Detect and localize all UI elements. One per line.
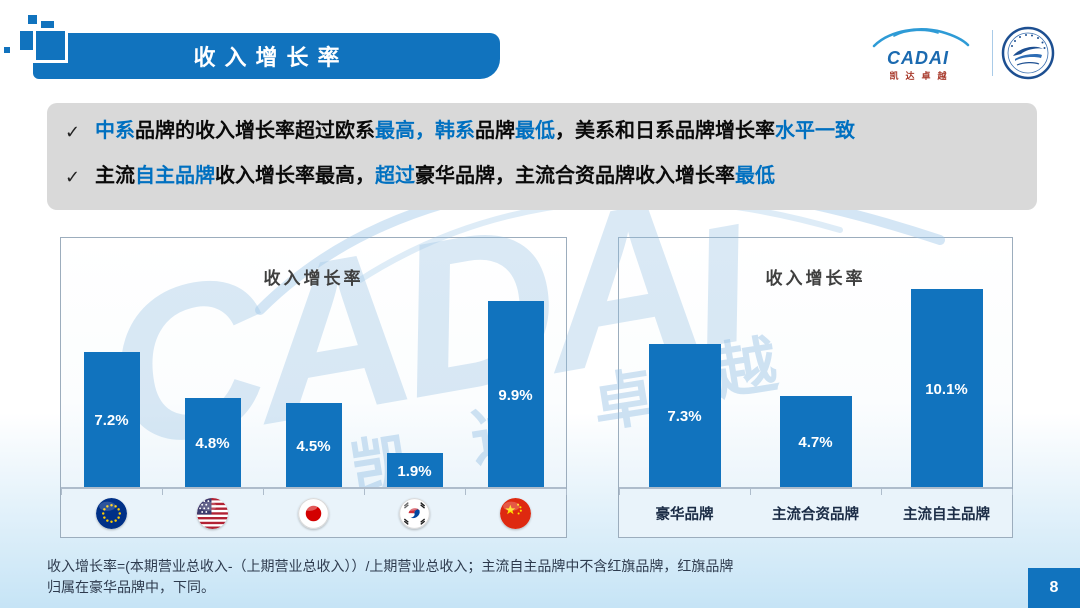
bar-value-label: 4.7%	[798, 434, 833, 451]
bar-China[interactable]: 9.9%	[487, 301, 544, 489]
category-cell	[162, 497, 263, 529]
bar-value-label: 1.9%	[397, 462, 432, 480]
slide-title: 收入增长率	[193, 45, 349, 70]
bullet-text-segment: 中系	[95, 120, 135, 142]
axis-tick	[61, 489, 62, 495]
association-emblem-icon	[1001, 26, 1055, 80]
japan-flag-icon	[298, 497, 329, 529]
us-flag-icon	[197, 497, 228, 529]
bars: 7.2% 4.8% 4.5% 1.9% 9.9%	[61, 277, 566, 489]
bars: 7.3% 4.7% 10.1%	[619, 277, 1012, 489]
bar-column: 9.9%	[465, 277, 566, 489]
bar-主流自主品牌[interactable]: 10.1%	[910, 289, 983, 489]
category-strip	[61, 489, 566, 537]
category-cell	[61, 497, 162, 529]
car-silhouette-icon	[872, 28, 970, 48]
slide-title-banner: 收入增长率	[33, 33, 500, 79]
bar-value-label: 9.9%	[498, 386, 533, 404]
bullet-text-segment: 品牌	[475, 120, 515, 142]
category-label: 主流合资品牌	[772, 506, 859, 523]
axis-tick	[364, 489, 365, 495]
deco-square	[28, 15, 37, 24]
bar-value-label: 4.8%	[195, 435, 230, 452]
brand-subtitle: 凯达卓越	[889, 71, 954, 81]
brand-name: CADAI	[887, 48, 949, 68]
category-labels: 豪华品牌 主流合资品牌 主流自主品牌	[619, 489, 1012, 537]
bar-value-label: 10.1%	[925, 380, 968, 398]
chart-panel-by-origin: 收入增长率 7.2% 4.8% 4.5% 1.9% 9.9%	[60, 237, 567, 538]
category-strip	[619, 489, 1012, 537]
bar-US[interactable]: 4.8%	[184, 398, 241, 489]
check-icon: ✓	[65, 167, 81, 187]
bar-豪华品牌[interactable]: 7.3%	[648, 344, 721, 489]
x-axis-line	[61, 487, 566, 489]
bullet-text-segment: 最低	[735, 165, 775, 187]
bullet-text-segment: 最高，韩系	[375, 120, 475, 142]
chart-title: 收入增长率	[765, 269, 866, 288]
bullet-text-segment: 豪华品牌，主流合资品牌收入增长率	[415, 165, 735, 187]
axis-ticks	[61, 489, 567, 495]
category-cell	[364, 497, 465, 529]
bar-Korea[interactable]: 1.9%	[386, 453, 443, 489]
bullet-item: ✓ 中系 品牌的收入增长率超过欧系 最高，韩系 品牌 最低 ，美系和日系品牌增长率 水平一致	[65, 118, 1037, 145]
bar-column: 4.5%	[263, 277, 364, 489]
deco-square	[33, 28, 68, 63]
bullet-text-segment: 超过	[375, 165, 415, 187]
check-icon: ✓	[65, 122, 81, 142]
bar-column: 1.9%	[364, 277, 465, 489]
korea-flag-icon	[399, 497, 430, 529]
bar-column: 7.3%	[619, 277, 750, 489]
bullet-text-segment: 自主品牌	[135, 165, 215, 187]
page-number-badge: 8	[1028, 568, 1080, 608]
bar-EU[interactable]: 7.2%	[83, 352, 140, 489]
bullet-item: ✓ 主流 自主品牌 收入增长率最高， 超过 豪华品牌，主流合资品牌收入增长率 最低	[65, 163, 1037, 190]
summary-box: ✓ 中系 品牌的收入增长率超过欧系 最高，韩系 品牌 最低 ，美系和日系品牌增长率 水平一致…	[47, 103, 1037, 210]
bar-column: 7.2%	[61, 277, 162, 489]
bar-Japan[interactable]: 4.5%	[285, 403, 342, 489]
axis-ticks	[619, 489, 1013, 495]
bullet-text-segment: 主流	[95, 165, 135, 187]
bullet-text-segment: 收入增长率最高，	[215, 165, 375, 187]
bullet-text-segment: 水平一致	[775, 120, 855, 142]
eu-flag-icon	[96, 497, 127, 529]
category-label: 豪华品牌	[655, 506, 714, 523]
logo-area: CADAI 凯达卓越	[866, 20, 1066, 86]
axis-tick	[566, 489, 567, 495]
page-number: 8	[1049, 579, 1059, 596]
bar-column: 10.1%	[881, 277, 1012, 489]
axis-tick	[162, 489, 163, 495]
axis-tick	[749, 489, 751, 495]
deco-square	[4, 47, 10, 53]
bar-value-label: 7.3%	[667, 408, 702, 425]
category-label: 主流自主品牌	[903, 506, 990, 523]
axis-tick	[880, 489, 882, 495]
bullet-text-segment: ，美系和日系品牌增长率	[555, 120, 775, 142]
axis-tick	[619, 489, 620, 495]
footnote: 收入增长率=(本期营业总收入-（上期营业总收入））/上期营业总收入；主流自主品牌…	[47, 558, 734, 595]
china-flag-icon	[500, 497, 531, 529]
bar-value-label: 4.5%	[296, 437, 331, 455]
axis-tick	[465, 489, 466, 495]
bar-value-label: 7.2%	[94, 412, 129, 429]
axis-tick	[263, 489, 264, 495]
chart-title: 收入增长率	[263, 269, 364, 288]
category-cell	[263, 497, 364, 529]
bar-column: 4.7%	[750, 277, 881, 489]
bullet-text-segment: 品牌的收入增长率超过欧系	[135, 120, 375, 142]
category-cell	[465, 497, 566, 529]
bullet-text-segment: 最低	[515, 120, 555, 142]
x-axis-line	[619, 487, 1012, 489]
chart-panel-by-segment: 收入增长率 7.3% 4.7% 10.1% 豪华品牌 主流合资品牌 主流自主品牌	[618, 237, 1013, 538]
bar-主流合资品牌[interactable]: 4.7%	[779, 396, 852, 489]
cadai-logo: CADAI 凯达卓越	[866, 22, 984, 84]
axis-tick	[1012, 489, 1013, 495]
logo-divider	[992, 30, 993, 76]
bar-column: 4.8%	[162, 277, 263, 489]
